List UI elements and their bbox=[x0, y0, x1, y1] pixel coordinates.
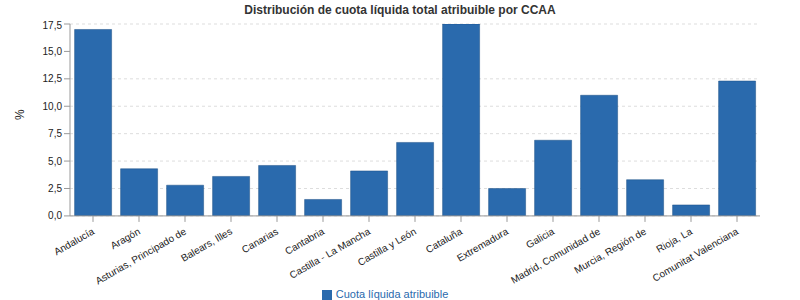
svg-text:7,5: 7,5 bbox=[48, 128, 62, 139]
svg-text:12,5: 12,5 bbox=[43, 73, 63, 84]
svg-text:Castilla - La Mancha: Castilla - La Mancha bbox=[288, 225, 373, 280]
svg-text:Andalucía: Andalucía bbox=[52, 225, 96, 257]
svg-text:Extremadura: Extremadura bbox=[455, 225, 510, 263]
svg-text:Asturias, Principado de: Asturias, Principado de bbox=[93, 225, 188, 286]
svg-text:Madrid, Comunidad de: Madrid, Comunidad de bbox=[509, 225, 602, 285]
svg-text:0,0: 0,0 bbox=[48, 210, 62, 221]
svg-text:Galicia: Galicia bbox=[524, 225, 556, 250]
svg-text:Balears, Illes: Balears, Illes bbox=[179, 226, 234, 264]
svg-text:10,0: 10,0 bbox=[43, 101, 63, 112]
svg-text:Aragón: Aragón bbox=[109, 226, 142, 252]
svg-text:Cantabria: Cantabria bbox=[282, 225, 326, 257]
svg-text:5,0: 5,0 bbox=[48, 156, 62, 167]
svg-text:Comunitat Valenciana: Comunitat Valenciana bbox=[650, 225, 740, 283]
svg-text:15,0: 15,0 bbox=[43, 46, 63, 57]
svg-text:Rioja, La: Rioja, La bbox=[654, 225, 694, 254]
html-text:Cuota líquida atribuible: Cuota líquida atribuible bbox=[335, 287, 449, 300]
svg-text:%: % bbox=[13, 109, 27, 120]
html-text:Distribución de cuota líquida: Distribución de cuota líquida total atri… bbox=[244, 3, 556, 17]
svg-text:17,5: 17,5 bbox=[43, 20, 63, 31]
svg-text:Canarias: Canarias bbox=[240, 226, 280, 256]
svg-text:Cataluña: Cataluña bbox=[424, 225, 465, 255]
svg-text:Murcia, Región de: Murcia, Región de bbox=[572, 225, 648, 275]
svg-text:2,5: 2,5 bbox=[48, 183, 62, 194]
svg-text:Castilla y León: Castilla y León bbox=[356, 226, 418, 268]
